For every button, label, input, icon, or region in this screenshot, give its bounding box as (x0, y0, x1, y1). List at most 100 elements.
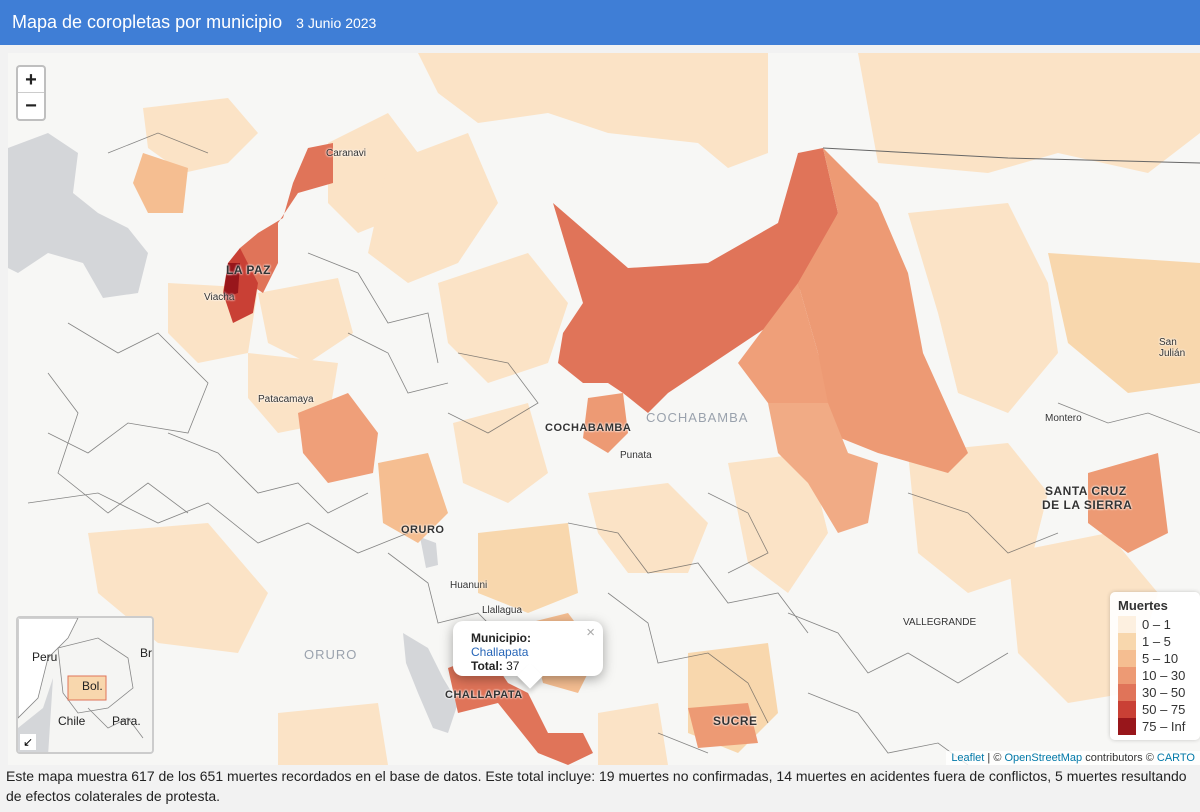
district-lp-south[interactable] (258, 278, 353, 363)
legend: Muertes 0 – 1 1 – 5 5 – 10 10 – 30 30 – 50 50… (1110, 592, 1200, 740)
border-line (822, 147, 1200, 164)
minimap-toggle-icon[interactable]: ↙ (20, 734, 36, 750)
region-chapare[interactable] (553, 148, 838, 413)
district-cbba-s[interactable] (588, 483, 708, 573)
label-region-cochabamba: COCHABAMBA (646, 410, 749, 425)
district-nw2[interactable] (133, 153, 188, 213)
district-nw1[interactable] (143, 98, 258, 173)
popup-total-value: 37 (506, 659, 520, 673)
minimap-label-chile: Chile (58, 714, 86, 728)
page-title: Mapa de coropletas por municipio (12, 12, 283, 32)
legend-label: 30 – 50 (1142, 685, 1186, 700)
legend-swatch (1118, 667, 1136, 684)
minimap-label-para: Para. (112, 714, 141, 728)
legend-label: 5 – 10 (1142, 651, 1179, 666)
legend-swatch (1118, 616, 1136, 633)
legend-item: 0 – 1 (1118, 616, 1192, 633)
minimap-canvas (18, 618, 152, 752)
lake-uru (420, 537, 438, 568)
legend-title: Muertes (1118, 598, 1168, 613)
zoom-control: + − (16, 65, 46, 121)
district-oruro-ne[interactable] (378, 453, 448, 543)
popup-total-label: Total: (471, 659, 503, 673)
district-challapata[interactable] (448, 653, 593, 765)
label-punata: Punata (620, 450, 652, 461)
attribution-contrib: contributors © (1082, 752, 1157, 764)
popup-close-button[interactable]: × (586, 624, 595, 641)
municipal-boundaries (27, 132, 1200, 765)
label-viacha: Viacha (204, 292, 235, 303)
page-date: 3 Junio 2023 (296, 14, 377, 31)
legend-item: 30 – 50 (1118, 684, 1192, 701)
district-sw2[interactable] (278, 703, 388, 765)
choropleth-map[interactable]: + − Caranavi Viacha Patacamaya Punata Hu… (8, 53, 1200, 765)
minimap-viewport (67, 675, 107, 701)
minimap-ocean (18, 678, 53, 752)
region-carrasco-s[interactable] (768, 403, 878, 533)
zoom-out-button[interactable]: − (25, 95, 37, 117)
region-ichilo[interactable] (798, 148, 968, 473)
district-oruro-n[interactable] (298, 393, 378, 483)
district-scz-city[interactable] (1088, 453, 1168, 553)
legend-swatch (1118, 650, 1136, 667)
label-oruro: ORURO (401, 524, 445, 536)
district-center1[interactable] (438, 253, 568, 383)
legend-label: 10 – 30 (1142, 668, 1186, 683)
popup-total-row: Total: 37 (471, 659, 585, 673)
label-santa-cruz-1: SANTA CRUZ (1045, 484, 1127, 498)
district-n3[interactable] (368, 133, 498, 283)
label-patacamaya: Patacamaya (258, 394, 314, 405)
region-northeast[interactable] (858, 53, 1200, 173)
district-e1[interactable] (908, 203, 1058, 413)
legend-label: 0 – 1 (1142, 617, 1171, 632)
minimap-label-bol: Bol. (82, 679, 103, 693)
district-huanuni[interactable] (478, 523, 578, 613)
map-canvas[interactable] (8, 53, 1200, 765)
district-la-paz-center[interactable] (223, 263, 240, 298)
minimap[interactable]: Peru Br Bol. Chile Para. ↙ (16, 616, 154, 754)
label-challapata: CHALLAPATA (445, 689, 523, 701)
region-north[interactable] (418, 53, 768, 168)
label-vallegrande: VALLEGRANDE (903, 617, 977, 628)
legend-item: 5 – 10 (1118, 650, 1192, 667)
legend-label: 75 – Inf (1142, 719, 1186, 734)
zoom-in-button[interactable]: + (18, 67, 44, 93)
label-huanuni: Huanuni (450, 580, 488, 591)
lake-titicaca (8, 133, 148, 298)
leaflet-link[interactable]: Leaflet (951, 752, 985, 764)
label-cochabamba: COCHABAMBA (545, 422, 632, 434)
label-montero: Montero (1045, 413, 1082, 424)
carto-link[interactable]: CARTO (1156, 752, 1195, 764)
legend-item: 75 – Inf (1118, 718, 1192, 735)
region-carrasco[interactable] (738, 283, 828, 403)
legend-item: 50 – 75 (1118, 701, 1192, 718)
attribution-sep: | © (984, 752, 1005, 764)
district-chapare-s[interactable] (728, 453, 828, 593)
region-san-julian[interactable] (1048, 253, 1200, 393)
district-cbba-w[interactable] (453, 403, 548, 503)
legend-item: 1 – 5 (1118, 633, 1192, 650)
district-sucre[interactable] (688, 703, 758, 748)
district-cbba-center[interactable] (583, 393, 628, 453)
popup-municipio-link[interactable]: Challapata (471, 645, 529, 659)
map-attribution: Leaflet | © OpenStreetMap contributors ©… (946, 751, 1200, 765)
legend-item: 10 – 30 (1118, 667, 1192, 684)
header-bar: Mapa de coropletas por municipio 3 Junio… (0, 0, 1200, 45)
label-santa-cruz-2: DE LA SIERRA (1042, 498, 1133, 512)
legend-swatch (1118, 718, 1136, 735)
minimap-label-peru: Peru (32, 650, 58, 664)
label-caranavi: Caranavi (326, 148, 367, 159)
map-description: Este mapa muestra 617 de los 651 muertes… (6, 768, 1187, 804)
popup-municipio-row: Municipio: Challapata (471, 631, 585, 659)
district-s1[interactable] (598, 703, 668, 765)
label-region-oruro: ORURO (304, 647, 358, 662)
district-caranavi-red[interactable] (240, 143, 333, 293)
municipality-popup: × Municipio: Challapata Total: 37 (453, 621, 603, 689)
osm-link[interactable]: OpenStreetMap (1004, 752, 1083, 764)
legend-swatch (1118, 633, 1136, 650)
label-la-paz: LA PAZ (226, 263, 271, 277)
minimap-label-br: Br (140, 646, 152, 660)
legend-label: 50 – 75 (1142, 702, 1186, 717)
label-san-julian: San Julián (1159, 337, 1186, 359)
lake-poopo (403, 633, 458, 733)
